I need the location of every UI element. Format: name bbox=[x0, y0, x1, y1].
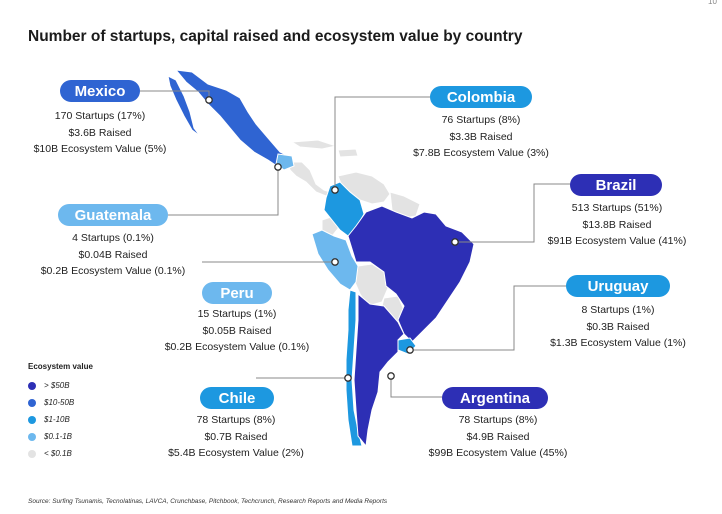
argentina-leader bbox=[390, 376, 442, 398]
legend-title: Ecosystem value bbox=[28, 362, 93, 371]
mexico-startups: 170 Startups (17%) bbox=[54, 110, 146, 122]
legend-label: > $50B bbox=[44, 381, 70, 390]
legend-item: > $50B bbox=[28, 377, 93, 394]
brazil-leader bbox=[455, 183, 570, 243]
central-america-shape bbox=[287, 161, 331, 197]
colombia-marker bbox=[331, 186, 339, 194]
uruguay-value: $1.3B Ecosystem Value (1%) bbox=[550, 337, 686, 349]
mexico-stats: 170 Startups (17%) $3.6B Raised $10B Eco… bbox=[32, 108, 168, 158]
mexico-shape bbox=[167, 69, 291, 169]
peru-label: Peru bbox=[202, 282, 272, 304]
legend: Ecosystem value > $50B $10-50B $1-10B $0… bbox=[28, 362, 93, 462]
brazil-marker bbox=[451, 238, 459, 246]
argentina-label: Argentina bbox=[442, 387, 548, 409]
chile-startups: 78 Startups (8%) bbox=[196, 414, 276, 426]
brazil-startups: 513 Startups (51%) bbox=[571, 202, 663, 214]
argentina-startups: 78 Startups (8%) bbox=[458, 414, 538, 426]
guatemala-label: Guatemala bbox=[58, 204, 168, 226]
argentina-stats: 78 Startups (8%) $4.9B Raised $99B Ecosy… bbox=[418, 412, 578, 462]
argentina-marker bbox=[387, 372, 395, 380]
hispaniola-shape bbox=[337, 148, 359, 158]
argentina-shape bbox=[353, 292, 405, 448]
peru-value: $0.2B Ecosystem Value (0.1%) bbox=[164, 341, 310, 353]
legend-swatch bbox=[28, 381, 36, 390]
legend-swatch bbox=[28, 449, 36, 458]
argentina-raised: $4.9B Raised bbox=[466, 430, 530, 443]
guatemala-value: $0.2B Ecosystem Value (0.1%) bbox=[40, 265, 186, 277]
colombia-value: $7.8B Ecosystem Value (3%) bbox=[413, 147, 549, 159]
guatemala-startups: 4 Startups (0.1%) bbox=[72, 232, 154, 244]
brazil-stats: 513 Startups (51%) $13.8B Raised $91B Ec… bbox=[538, 200, 696, 250]
colombia-startups: 76 Startups (8%) bbox=[441, 114, 521, 126]
map-title: Number of startups, capital raised and e… bbox=[28, 28, 523, 45]
guatemala-leader bbox=[168, 167, 279, 216]
chile-label: Chile bbox=[200, 387, 274, 409]
legend-item: $1-10B bbox=[28, 411, 93, 428]
argentina-value: $99B Ecosystem Value (45%) bbox=[428, 447, 568, 459]
legend-item: $10-50B bbox=[28, 394, 93, 411]
legend-label: $10-50B bbox=[44, 398, 75, 407]
chile-raised: $0.7B Raised bbox=[204, 430, 268, 443]
legend-swatch bbox=[28, 432, 36, 441]
peru-marker bbox=[331, 258, 339, 266]
chile-shape bbox=[345, 289, 363, 447]
uruguay-label: Uruguay bbox=[566, 275, 670, 297]
colombia-label: Colombia bbox=[430, 86, 532, 108]
mexico-raised: $3.6B Raised bbox=[68, 126, 132, 139]
corner-mark: 10 bbox=[708, 0, 717, 6]
brazil-raised: $13.8B Raised bbox=[582, 218, 652, 231]
chile-marker bbox=[344, 374, 352, 382]
legend-swatch bbox=[28, 398, 36, 407]
chile-value: $5.4B Ecosystem Value (2%) bbox=[168, 447, 304, 459]
mexico-marker bbox=[205, 96, 213, 104]
colombia-stats: 76 Startups (8%) $3.3B Raised $7.8B Ecos… bbox=[406, 112, 556, 162]
legend-item: < $0.1B bbox=[28, 445, 93, 462]
colombia-raised: $3.3B Raised bbox=[449, 130, 513, 143]
legend-item: $0.1-1B bbox=[28, 428, 93, 445]
colombia-leader bbox=[334, 96, 430, 190]
uruguay-raised: $0.3B Raised bbox=[586, 320, 650, 333]
legend-label: $1-10B bbox=[44, 415, 70, 424]
peru-raised: $0.05B Raised bbox=[202, 324, 272, 337]
brazil-value: $91B Ecosystem Value (41%) bbox=[547, 235, 687, 247]
uruguay-leader bbox=[410, 285, 566, 351]
guatemala-raised: $0.04B Raised bbox=[78, 248, 148, 261]
source-note: Source: Surfing Tsunamis, Tecnolatinas, … bbox=[28, 498, 388, 505]
chile-stats: 78 Startups (8%) $0.7B Raised $5.4B Ecos… bbox=[160, 412, 312, 462]
mexico-value: $10B Ecosystem Value (5%) bbox=[33, 143, 167, 155]
peru-stats: 15 Startups (1%) $0.05B Raised $0.2B Eco… bbox=[154, 306, 320, 356]
cuba-shape bbox=[290, 139, 338, 150]
peru-startups: 15 Startups (1%) bbox=[197, 308, 277, 320]
mexico-label: Mexico bbox=[60, 80, 140, 102]
brazil-shape bbox=[347, 205, 475, 343]
uruguay-marker bbox=[406, 346, 414, 354]
guatemala-marker bbox=[274, 163, 282, 171]
legend-label: < $0.1B bbox=[44, 449, 72, 458]
legend-swatch bbox=[28, 415, 36, 424]
brazil-label: Brazil bbox=[570, 174, 662, 196]
uruguay-startups: 8 Startups (1%) bbox=[581, 304, 655, 316]
guatemala-stats: 4 Startups (0.1%) $0.04B Raised $0.2B Ec… bbox=[30, 230, 196, 280]
uruguay-stats: 8 Startups (1%) $0.3B Raised $1.3B Ecosy… bbox=[542, 302, 694, 352]
legend-label: $0.1-1B bbox=[44, 432, 73, 441]
